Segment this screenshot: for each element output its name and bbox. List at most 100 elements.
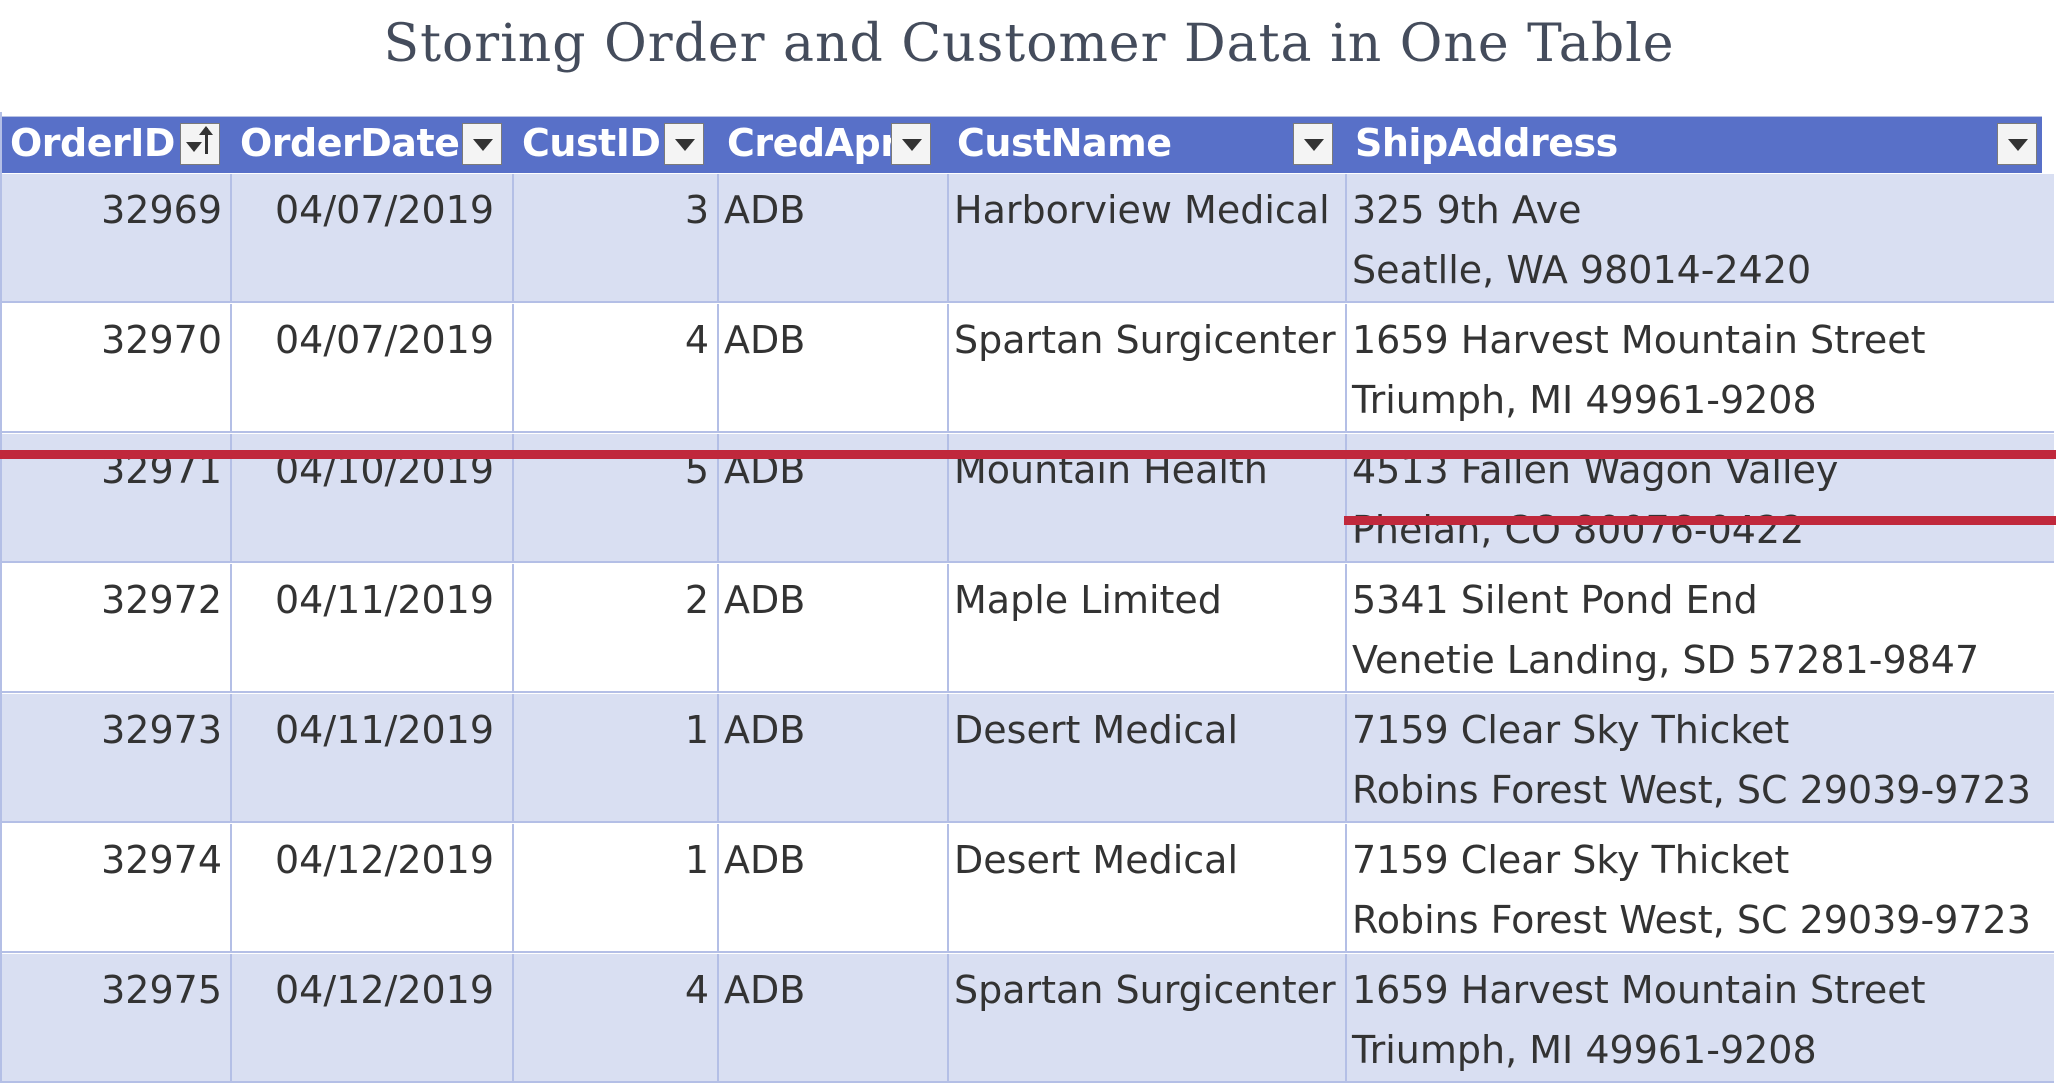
column-divider: [512, 824, 514, 952]
header-custname: CustName: [949, 117, 1347, 173]
column-divider: [1345, 954, 1347, 1082]
header-label: CustID: [522, 121, 661, 165]
cell-cred-apr: ADB: [724, 188, 806, 232]
column-divider: [230, 434, 232, 562]
cell-cust-id: 4: [684, 968, 709, 1012]
column-divider: [717, 174, 719, 302]
cell-order-date: 04/12/2019: [275, 838, 495, 882]
column-divider: [947, 434, 949, 562]
cell-ship-line2: Triumph, MI 49961-9208: [1352, 1028, 1817, 1072]
cell-order-date: 04/07/2019: [275, 188, 495, 232]
column-divider: [512, 954, 514, 1082]
cell-cred-apr: ADB: [724, 318, 806, 362]
header-label: CustName: [957, 121, 1172, 165]
column-divider: [512, 564, 514, 692]
header-shipaddress: ShipAddress: [1347, 117, 2042, 173]
table-row[interactable]: 32970 04/07/2019 4 ADB Spartan Surgicenter 16…: [2, 304, 2054, 433]
filter-dropdown-icon[interactable]: [1997, 123, 2037, 165]
cell-cust-name: Spartan Surgicenter: [954, 968, 1336, 1012]
cell-ship-line1: 1659 Harvest Mountain Street: [1352, 318, 1926, 362]
strikethrough-line: [0, 450, 2056, 459]
cell-ship-line2: Venetie Landing, SD 57281-9847: [1352, 638, 1980, 682]
column-divider: [947, 954, 949, 1082]
filter-dropdown-icon[interactable]: [1293, 123, 1333, 165]
table-row[interactable]: 32969 04/07/2019 3 ADB Harborview Medical 325…: [2, 174, 2054, 303]
column-divider: [512, 304, 514, 432]
cell-ship-line2: Robins Forest West, SC 29039-9723: [1352, 768, 2031, 812]
filter-dropdown-icon[interactable]: [462, 123, 502, 165]
cell-cred-apr: ADB: [724, 708, 806, 752]
cell-ship-line2: Phelan, CO 80076-0422: [1352, 508, 1805, 552]
cell-order-id: 32975: [101, 968, 222, 1012]
cell-cust-id: 3: [684, 188, 709, 232]
column-divider: [717, 304, 719, 432]
filter-dropdown-icon[interactable]: [891, 123, 931, 165]
cell-order-id: 32971: [101, 448, 222, 492]
cell-ship-line1: 1659 Harvest Mountain Street: [1352, 968, 1926, 1012]
column-divider: [230, 824, 232, 952]
column-divider: [1345, 824, 1347, 952]
column-divider: [230, 694, 232, 822]
cell-order-id: 32973: [101, 708, 222, 752]
cell-cred-apr: ADB: [724, 838, 806, 882]
cell-ship-line1: 325 9th Ave: [1352, 188, 1582, 232]
cell-cust-id: 2: [684, 578, 709, 622]
cell-order-date: 04/11/2019: [275, 578, 495, 622]
table-row[interactable]: 32972 04/11/2019 2 ADB Maple Limited 5341 Sil…: [2, 564, 2054, 693]
cell-ship-line2: Robins Forest West, SC 29039-9723: [1352, 898, 2031, 942]
table-row[interactable]: 32971 04/10/2019 5 ADB Mountain Health 4513 F…: [0, 434, 2056, 563]
column-divider: [717, 434, 719, 562]
header-label: CredApr: [727, 121, 899, 165]
filter-dropdown-icon[interactable]: [664, 123, 704, 165]
cell-cust-id: 1: [684, 708, 709, 752]
table-row[interactable]: 32975 04/12/2019 4 ADB Spartan Surgicenter 16…: [2, 954, 2054, 1083]
cell-ship-line1: 7159 Clear Sky Thicket: [1352, 708, 1790, 752]
cell-order-date: 04/07/2019: [275, 318, 495, 362]
column-divider: [947, 564, 949, 692]
cell-order-id: 32969: [101, 188, 222, 232]
strikethrough-line: [1344, 516, 2056, 525]
header-label: ShipAddress: [1355, 121, 1618, 165]
column-divider: [717, 954, 719, 1082]
column-divider: [947, 694, 949, 822]
cell-cust-name: Mountain Health: [954, 448, 1268, 492]
header-custid: CustID: [514, 117, 719, 173]
column-divider: [230, 564, 232, 692]
column-divider: [230, 174, 232, 302]
column-divider: [1345, 434, 1347, 562]
cell-ship-line1: 5341 Silent Pond End: [1352, 578, 1758, 622]
table-row[interactable]: 32974 04/12/2019 1 ADB Desert Medical 7159 Cl…: [2, 824, 2054, 953]
header-orderdate: OrderDate: [232, 117, 514, 173]
column-divider: [1345, 564, 1347, 692]
table-left-border: [0, 112, 2, 1083]
cell-cust-id: 1: [684, 838, 709, 882]
cell-cust-name: Maple Limited: [954, 578, 1222, 622]
cell-cust-name: Desert Medical: [954, 708, 1238, 752]
cell-cred-apr: ADB: [724, 578, 806, 622]
cell-cust-name: Spartan Surgicenter: [954, 318, 1336, 362]
sort-ascending-filter-icon[interactable]: [180, 123, 220, 165]
table-header: OrderID OrderDate CustID CredApr CustNam…: [2, 116, 2042, 173]
table-row[interactable]: 32973 04/11/2019 1 ADB Desert Medical 7159 Cl…: [2, 694, 2054, 823]
cell-order-id: 32974: [101, 838, 222, 882]
column-divider: [1345, 304, 1347, 432]
order-table: OrderID OrderDate CustID CredApr CustNam…: [0, 112, 2058, 1083]
column-divider: [717, 564, 719, 692]
column-divider: [717, 694, 719, 822]
header-label: OrderID: [10, 121, 175, 165]
cell-cust-id: 4: [684, 318, 709, 362]
cell-cred-apr: ADB: [724, 448, 806, 492]
cell-ship-line1: 4513 Fallen Wagon Valley: [1352, 448, 1839, 492]
cell-cust-name: Harborview Medical: [954, 188, 1330, 232]
header-credapr: CredApr: [719, 117, 949, 173]
cell-cust-id: 5: [684, 448, 709, 492]
column-divider: [230, 954, 232, 1082]
page-title: Storing Order and Customer Data in One T…: [383, 14, 1675, 74]
cell-order-date: 04/12/2019: [275, 968, 495, 1012]
cell-ship-line1: 7159 Clear Sky Thicket: [1352, 838, 1790, 882]
column-divider: [947, 174, 949, 302]
cell-order-date: 04/10/2019: [275, 448, 495, 492]
cell-cust-name: Desert Medical: [954, 838, 1238, 882]
header-label: OrderDate: [240, 121, 460, 165]
column-divider: [717, 824, 719, 952]
